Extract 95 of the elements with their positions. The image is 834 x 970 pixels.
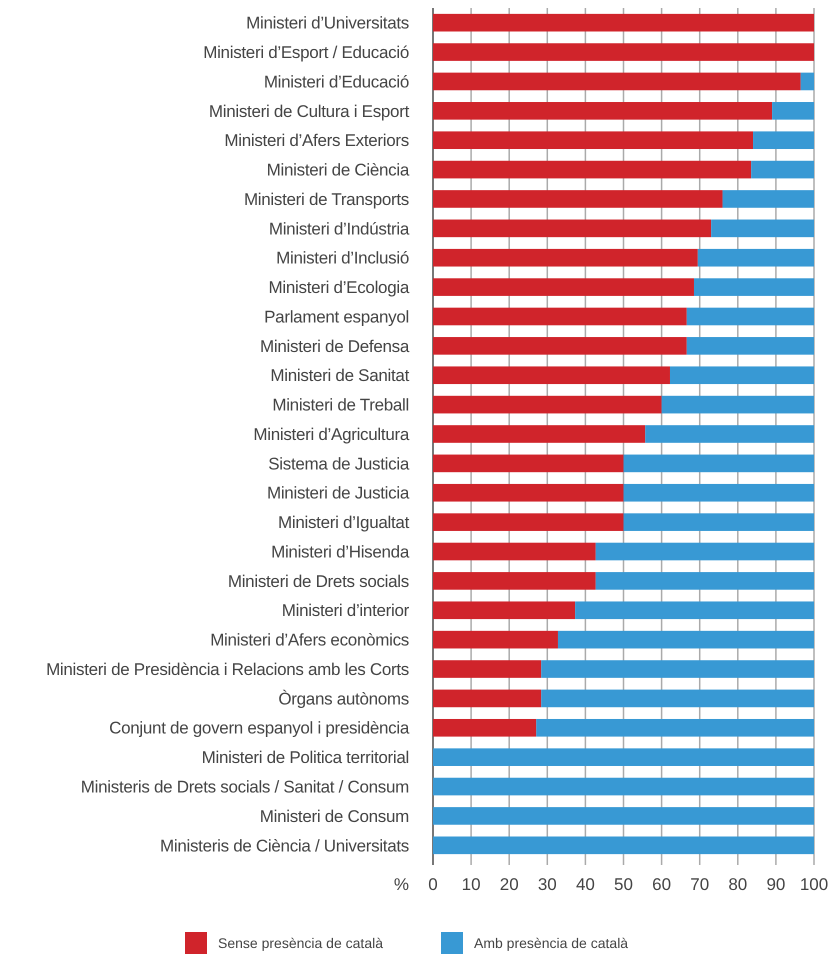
x-tick-label: 90 bbox=[766, 875, 786, 894]
x-tick-label: 80 bbox=[728, 875, 748, 894]
x-tick-label: 40 bbox=[576, 875, 595, 894]
bar bbox=[575, 601, 814, 620]
x-tick-label: 20 bbox=[500, 875, 519, 894]
y-tick-label: Ministeri d’Educació bbox=[264, 72, 409, 92]
y-tick-label: Sistema de Justicia bbox=[268, 454, 410, 474]
y-tick-label: Ministeri de Drets socials bbox=[228, 572, 409, 591]
bar bbox=[433, 690, 542, 708]
bar bbox=[541, 690, 814, 708]
bar bbox=[698, 248, 814, 267]
bar bbox=[433, 366, 670, 384]
bar bbox=[624, 454, 814, 472]
bar bbox=[624, 484, 814, 502]
bar bbox=[433, 396, 662, 414]
bar bbox=[433, 513, 624, 531]
bar bbox=[433, 102, 772, 120]
bar bbox=[662, 396, 814, 414]
y-tick-label: Ministeris de Ciència / Universitats bbox=[160, 836, 409, 856]
bar bbox=[433, 425, 646, 443]
y-tick-label: Ministeri d’Indústria bbox=[268, 219, 410, 238]
y-tick-label: Ministeri de Defensa bbox=[260, 336, 410, 356]
y-tick-label: Ministeri d’interior bbox=[282, 601, 410, 620]
y-tick-label: Parlament espanyol bbox=[264, 307, 409, 326]
y-tick-label: Ministeri d’Agricultura bbox=[253, 424, 410, 444]
bar bbox=[694, 278, 814, 296]
bar bbox=[624, 513, 814, 531]
x-axis-title: % bbox=[394, 875, 409, 894]
y-tick-label: Ministeris de Drets socials / Sanitat / Consum bbox=[80, 778, 410, 796]
bar bbox=[433, 308, 687, 326]
bar bbox=[433, 572, 596, 590]
y-tick-label: Ministeri de Sanitat bbox=[270, 366, 410, 386]
y-tick-label: Ministeri de Justicia bbox=[266, 484, 410, 503]
y-tick-label: Ministeri d’Inclusió bbox=[276, 248, 409, 268]
bar bbox=[433, 454, 624, 472]
bar bbox=[711, 220, 814, 238]
bar bbox=[433, 160, 752, 178]
bar bbox=[433, 190, 723, 208]
legend-label: Sense presència de català bbox=[218, 934, 384, 951]
bar bbox=[433, 220, 712, 238]
y-tick-label: Ministeri de Ciència bbox=[266, 160, 410, 180]
y-tick-label: Ministeri d’Afers Exteriors bbox=[224, 131, 409, 150]
bar bbox=[751, 160, 814, 178]
y-tick-label: Ministeri d’Esport / Educació bbox=[203, 43, 409, 62]
bar bbox=[686, 337, 814, 355]
bar bbox=[433, 14, 814, 32]
bar bbox=[433, 542, 596, 560]
bar bbox=[596, 572, 814, 590]
bar bbox=[596, 542, 814, 560]
x-tick-label: 70 bbox=[690, 875, 710, 894]
bar bbox=[670, 366, 814, 384]
bar bbox=[433, 484, 624, 502]
y-tick-label: Ministeri d’Hisenda bbox=[271, 542, 410, 562]
bar bbox=[433, 748, 814, 766]
bar bbox=[433, 337, 687, 355]
bar bbox=[558, 630, 814, 648]
y-tick-label: Conjunt de govern espanyol i presidència bbox=[109, 718, 410, 738]
bar bbox=[536, 718, 814, 737]
bar bbox=[433, 836, 814, 854]
x-tick-label: 0 bbox=[428, 875, 438, 894]
y-tick-label: Ministeri de Cultura i Esport bbox=[208, 102, 410, 121]
bar bbox=[722, 190, 814, 208]
bar bbox=[645, 425, 814, 443]
bar bbox=[433, 778, 814, 796]
bar bbox=[541, 660, 814, 678]
y-tick-label: Ministeri d’Ecologia bbox=[268, 278, 410, 298]
bar bbox=[433, 630, 558, 648]
legend-label: Amb presència de català bbox=[474, 934, 628, 951]
y-tick-label: Ministeri de Consum bbox=[260, 806, 410, 826]
y-tick-label: Ministeri de Transports bbox=[244, 190, 409, 209]
y-tick-label: Ministeri d’Afers econòmics bbox=[210, 630, 409, 650]
y-tick-label: Ministeri de Presidència i Relacions amb les Corts bbox=[46, 660, 409, 679]
y-tick-label: Ministeri de Politica territorial bbox=[202, 748, 409, 768]
y-tick-label: Òrgans autònoms bbox=[278, 689, 409, 708]
bar bbox=[800, 72, 814, 90]
x-tick-label: 30 bbox=[538, 875, 557, 894]
bar bbox=[433, 131, 754, 150]
bar bbox=[433, 601, 576, 620]
bar bbox=[433, 72, 801, 90]
bar bbox=[433, 278, 694, 296]
bar bbox=[686, 308, 814, 326]
bar bbox=[433, 807, 814, 825]
y-tick-label: Ministeri de Treball bbox=[272, 396, 409, 415]
bar bbox=[772, 102, 814, 120]
bar bbox=[433, 718, 536, 737]
x-tick-label: 10 bbox=[462, 875, 481, 894]
x-tick-label: 50 bbox=[614, 875, 633, 894]
x-tick-label: 60 bbox=[652, 875, 672, 894]
bar bbox=[433, 248, 698, 267]
bar bbox=[433, 660, 542, 678]
y-tick-label: Ministeri d’Universitats bbox=[246, 14, 409, 33]
x-tick-label: 100 bbox=[800, 875, 828, 894]
bar bbox=[433, 43, 814, 61]
y-tick-label: Ministeri d’Igualtat bbox=[278, 513, 410, 532]
bar bbox=[753, 131, 814, 150]
